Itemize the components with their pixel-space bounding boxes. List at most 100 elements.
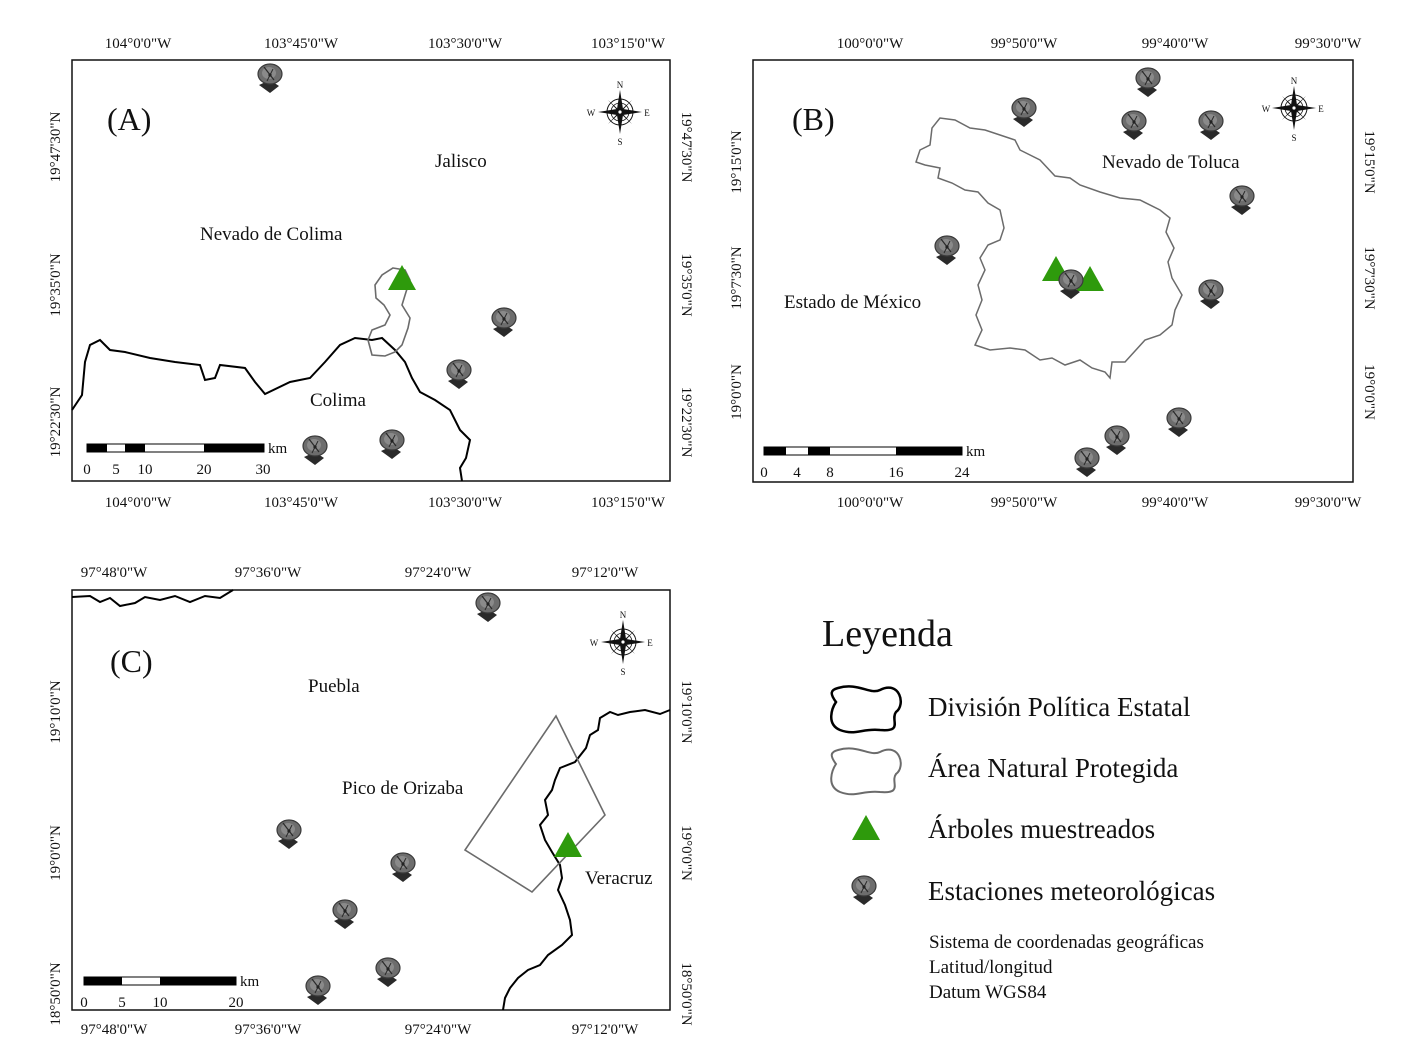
right-tick: 19°15'0"N [1361, 130, 1377, 193]
compass-south: S [1291, 133, 1296, 143]
legend-note: Latitud/longitud [929, 957, 1053, 978]
bottom-tick: 99°40'0"W [1142, 495, 1209, 511]
left-tick: 19°47'30"N [48, 112, 64, 183]
compass-west: W [1262, 104, 1271, 114]
legend-title: Leyenda [822, 613, 953, 655]
legend: Leyenda División Política Estatal Área N… [822, 613, 1215, 1003]
legend-item-label: División Política Estatal [928, 692, 1190, 722]
compass-east: E [1318, 104, 1324, 114]
compass-east: E [647, 638, 653, 648]
right-tick: 19°7'30"N [1361, 246, 1377, 309]
legend-note: Sistema de coordenadas geográficas [929, 932, 1204, 953]
scale-bar: km 0 5 10 20 30 [83, 441, 287, 478]
bottom-tick: 97°24'0"W [405, 1022, 472, 1038]
scale-unit: km [268, 441, 288, 457]
scale-tick: 0 [80, 995, 88, 1011]
scale-tick: 10 [153, 995, 168, 1011]
panel-letter: (C) [110, 643, 153, 679]
left-tick: 19°0'0"N [48, 825, 64, 881]
protected-area-boundary [463, 714, 606, 894]
top-tick: 99°30'0"W [1295, 36, 1362, 52]
scale-tick: 0 [760, 465, 768, 481]
top-tick: 97°48'0"W [81, 565, 148, 581]
protected-area-boundary [367, 267, 411, 357]
scale-tick: 10 [138, 462, 153, 478]
compass-south: S [617, 137, 622, 147]
right-tick: 18°50'0"N [678, 962, 694, 1025]
top-tick: 103°45'0"W [264, 36, 339, 52]
state-boundary [71, 336, 472, 482]
compass-north: N [617, 80, 624, 90]
top-tick: 103°30'0"W [428, 36, 503, 52]
panel-letter: (B) [792, 101, 835, 137]
left-tick: 19°0'0"N [729, 364, 745, 420]
panel-b: 100°0'0"W 99°50'0"W 99°40'0"W 99°30'0"W … [729, 36, 1377, 511]
scale-tick: 20 [229, 995, 244, 1011]
top-tick: 103°15'0"W [591, 36, 666, 52]
scale-tick: 24 [955, 465, 971, 481]
legend-item-label: Estaciones meteorológicas [928, 876, 1215, 906]
bottom-tick: 97°48'0"W [81, 1022, 148, 1038]
right-tick: 19°22'30"N [678, 387, 694, 458]
state-label-puebla: Puebla [308, 676, 360, 697]
bottom-tick: 97°12'0"W [572, 1022, 639, 1038]
scale-tick: 5 [118, 995, 126, 1011]
legend-item-label: Árboles muestreados [928, 814, 1155, 844]
right-tick: 19°35'0"N [678, 253, 694, 316]
bottom-tick: 103°15'0"W [591, 495, 666, 511]
protected-area-label: Nevado de Colima [200, 224, 343, 245]
scale-bar: km 0 4 8 16 24 [760, 444, 985, 481]
top-tick: 97°12'0"W [572, 565, 639, 581]
protected-area-label: Nevado de Toluca [1102, 152, 1240, 173]
map-frame [71, 589, 671, 1011]
scale-tick: 5 [112, 462, 120, 478]
compass-north: N [620, 610, 627, 620]
state-label-veracruz: Veracruz [585, 868, 653, 889]
bottom-tick: 97°36'0"W [235, 1022, 302, 1038]
protected-area-icon [830, 747, 902, 796]
right-tick: 19°0'0"N [1361, 364, 1377, 420]
state-label-mexico: Estado de México [784, 292, 921, 313]
scale-tick: 4 [793, 465, 801, 481]
bottom-tick: 104°0'0"W [105, 495, 172, 511]
left-tick: 18°50'0"N [48, 962, 64, 1025]
protected-area-label: Pico de Orizaba [342, 778, 464, 799]
scale-tick: 16 [889, 465, 905, 481]
top-tick: 104°0'0"W [105, 36, 172, 52]
bottom-tick: 103°30'0"W [428, 495, 503, 511]
state-label-jalisco: Jalisco [435, 151, 487, 172]
left-tick: 19°35'0"N [48, 253, 64, 316]
bottom-tick: 99°30'0"W [1295, 495, 1362, 511]
compass-east: E [644, 108, 650, 118]
protected-area-boundary [915, 117, 1183, 380]
compass-west: W [587, 108, 596, 118]
map-frame [71, 59, 671, 482]
compass-south: S [620, 667, 625, 677]
scale-unit: km [966, 444, 986, 460]
sampled-tree-icon [852, 815, 880, 840]
state-boundary [502, 708, 671, 1011]
left-tick: 19°10'0"N [48, 680, 64, 743]
scale-unit: km [240, 974, 260, 990]
left-tick: 19°22'30"N [48, 387, 64, 458]
panel-c: 97°48'0"W 97°36'0"W 97°24'0"W 97°12'0"W … [48, 565, 694, 1038]
legend-item-label: Área Natural Protegida [928, 753, 1178, 783]
compass-west: W [590, 638, 599, 648]
state-boundary-icon [830, 685, 902, 734]
bottom-tick: 100°0'0"W [837, 495, 904, 511]
state-label-colima: Colima [310, 390, 367, 411]
compass-north: N [1291, 76, 1298, 86]
left-tick: 19°15'0"N [729, 130, 745, 193]
legend-note: Datum WGS84 [929, 982, 1047, 1003]
scale-bar: km 0 5 10 20 [80, 974, 259, 1011]
right-tick: 19°0'0"N [678, 825, 694, 881]
bottom-tick: 99°50'0"W [991, 495, 1058, 511]
bottom-tick: 103°45'0"W [264, 495, 339, 511]
scale-tick: 30 [256, 462, 271, 478]
panel-letter: (A) [107, 101, 151, 137]
weather-station-icon [851, 875, 877, 906]
top-tick: 99°40'0"W [1142, 36, 1209, 52]
left-tick: 19°7'30"N [729, 246, 745, 309]
scale-tick: 20 [197, 462, 212, 478]
